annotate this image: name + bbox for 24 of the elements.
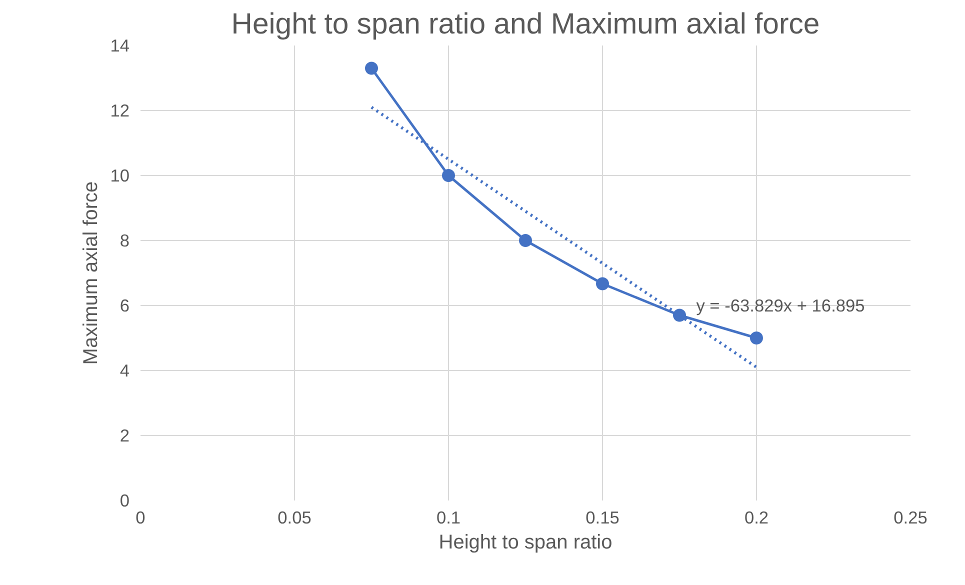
y-tick-label: 10 xyxy=(110,166,130,186)
annotation: y = -63.829x + 16.895 xyxy=(696,296,865,316)
chart-title: Height to span ratio and Maximum axial force xyxy=(231,8,820,40)
point xyxy=(442,169,455,182)
y-tick-label: 12 xyxy=(110,100,130,120)
point xyxy=(596,277,609,290)
point xyxy=(365,62,378,75)
point xyxy=(750,332,763,344)
x-tick-label: 0.25 xyxy=(894,508,928,528)
point xyxy=(519,234,532,247)
x-tick-label: 0 xyxy=(136,508,146,528)
y-axis-title: Maximum axial force xyxy=(80,181,102,365)
x-axis-title: Height to span ratio xyxy=(438,532,612,554)
y-tick-label: 14 xyxy=(110,36,130,56)
y-tick-label: 8 xyxy=(120,230,130,250)
x-tick-label: 0.2 xyxy=(744,508,769,528)
point xyxy=(673,308,686,322)
x-tick-label: 0.15 xyxy=(586,508,620,528)
y-tick-label: 0 xyxy=(120,490,130,510)
y-tick-label: 4 xyxy=(120,360,130,380)
y-tick-label: 6 xyxy=(120,296,130,316)
x-tick-label: 0.1 xyxy=(436,508,461,528)
x-tick-label: 0.05 xyxy=(278,508,312,528)
y-tick-label: 2 xyxy=(120,426,130,446)
